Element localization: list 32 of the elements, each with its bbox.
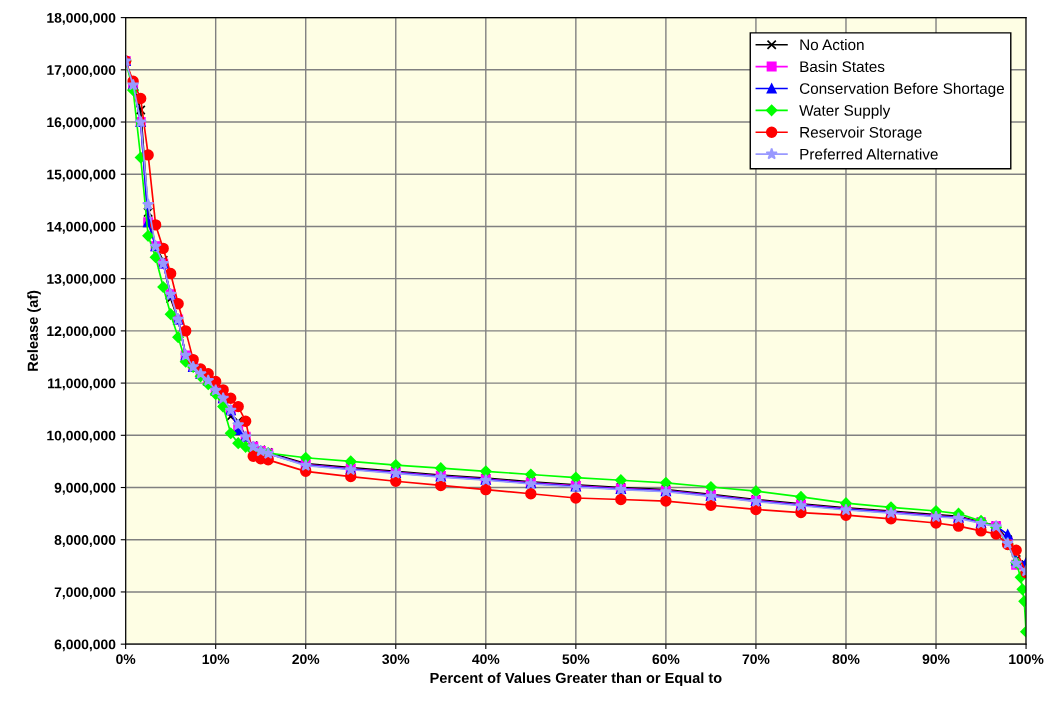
legend-label: No Action [800, 38, 864, 51]
x-tick-label: 10% [202, 654, 230, 665]
y-tick-label: 14,000,000 [47, 221, 116, 234]
y-tick-label: 9,000,000 [54, 482, 116, 495]
y-tick-label: 6,000,000 [54, 639, 116, 652]
x-tick-label: 70% [742, 654, 770, 665]
x-tick-label: 0% [116, 654, 136, 665]
legend-label: Basin States [800, 60, 885, 73]
legend-label: Water Supply [799, 104, 891, 119]
y-tick-label: 12,000,000 [47, 326, 116, 339]
x-tick-label: 60% [652, 654, 680, 665]
legend-label: Conservation Before Shortage [799, 82, 1005, 97]
y-tick-label: 8,000,000 [54, 535, 116, 547]
legend-label: Reservoir Storage [800, 126, 922, 141]
legend-label: Preferred Alternative [800, 148, 938, 160]
x-tick-label: 90% [922, 654, 950, 665]
y-tick-label: 11,000,000 [48, 378, 116, 391]
x-tick-label: 40% [472, 654, 500, 665]
y-tick-label: 17,000,000 [47, 65, 116, 77]
x-axis-title: Percent of Values Greater than or Equal to [430, 672, 722, 686]
x-tick-label: 50% [562, 654, 590, 665]
x-tick-label: 80% [832, 654, 860, 665]
x-tick-label: 100% [1009, 654, 1044, 665]
x-tick-label: 20% [292, 654, 320, 665]
y-axis-title: Release (af) [27, 290, 41, 371]
x-tick-label: 30% [382, 654, 410, 665]
y-tick-label: 13,000,000 [47, 274, 116, 286]
y-tick-label: 10,000,000 [47, 430, 116, 443]
y-tick-label: 18,000,000 [47, 12, 116, 25]
y-tick-label: 16,000,000 [47, 117, 116, 130]
y-tick-label: 7,000,000 [54, 587, 116, 600]
y-tick-label: 15,000,000 [47, 169, 116, 182]
